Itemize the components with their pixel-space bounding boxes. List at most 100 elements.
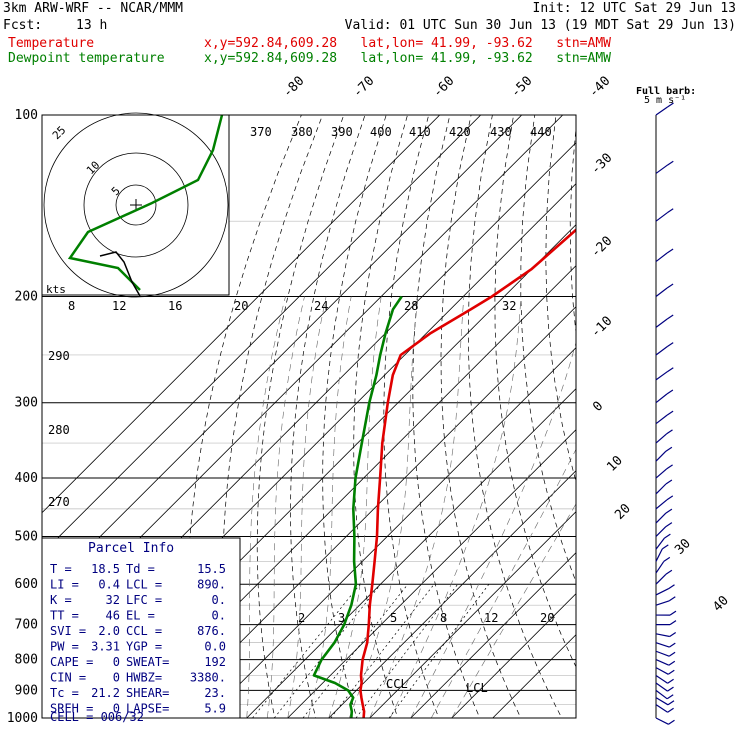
parcel-label: YGP =: [126, 640, 162, 654]
wind-barb: [655, 164, 668, 174]
dry-adiabat: [412, 115, 481, 718]
isotherm: [164, 306, 576, 718]
wind-barb: [655, 548, 663, 562]
pressure-label: 700: [15, 618, 38, 633]
parcel-info-box: [41, 537, 241, 719]
mixing-ratio-label: 3: [338, 611, 345, 625]
wind-barb-flag: [666, 429, 673, 435]
theta-label: 430: [490, 125, 512, 139]
moist-adiabat: [410, 341, 576, 718]
wind-barb: [655, 561, 665, 574]
parcel-label: SREH =: [50, 702, 93, 716]
wind-barb: [655, 650, 670, 657]
wind-barb: [655, 704, 668, 713]
wind-barb: [655, 346, 668, 356]
parcel-label: LFC =: [126, 593, 162, 607]
parcel-cell: CELL = 006/32: [50, 710, 144, 724]
hodograph-ring: [83, 152, 189, 258]
parcel-value: 2.0: [98, 624, 120, 638]
temperature-profile: [359, 228, 576, 718]
wind-barb: [655, 633, 670, 638]
hodograph-ring: [43, 112, 229, 298]
wind-barb-flag: [665, 479, 673, 485]
wind-barb-flag: [664, 533, 671, 539]
parcel-label: K =: [50, 593, 72, 607]
parcel-label: CAPE =: [50, 655, 93, 669]
parcel-value: 0: [113, 702, 120, 716]
dry-adiabat: [353, 115, 408, 718]
wind-barb-flag: [665, 446, 673, 452]
theta-label: 410: [409, 125, 431, 139]
parcel-label: TT =: [50, 609, 79, 623]
mixing-ratio-line: [302, 583, 409, 718]
isotherm-label: -10: [588, 314, 615, 341]
hodograph-trace: [67, 114, 224, 291]
dry-adiabat: [520, 115, 576, 583]
parcel-label: EL =: [126, 609, 155, 623]
hodograph-speed-label: 16: [168, 299, 182, 313]
parcel-label: CCL =: [126, 624, 162, 638]
wind-barb-flag: [666, 694, 674, 700]
wind-barb: [655, 697, 669, 706]
theta-label: 390: [331, 125, 353, 139]
hodograph-speed-label: 24: [314, 299, 328, 313]
parcel-value: 0.0: [204, 640, 226, 654]
dry-adiabat: [467, 115, 563, 718]
dry-adiabat: [662, 115, 740, 731]
isotherm-label: 0: [590, 399, 606, 415]
wind-barb-flag: [668, 651, 676, 657]
wind-barb-flag: [665, 522, 673, 528]
theta-side-label: 280: [48, 423, 70, 437]
moist-adiabat: [307, 296, 352, 718]
moist-adiabat: [246, 296, 286, 718]
parcel-label: PW =: [50, 640, 79, 654]
lcl-label: LCL: [466, 681, 488, 695]
wind-barb: [655, 483, 667, 495]
dewpoint-legend: Dewpoint temperature: [8, 51, 165, 66]
parcel-label: CIN =: [50, 671, 86, 685]
wind-barb-flag: [666, 367, 674, 373]
isotherm-label: -30: [588, 151, 615, 178]
wind-barb-flag: [666, 248, 674, 254]
moist-adiabat: [328, 296, 382, 718]
parcel-value: 0.4: [98, 578, 120, 592]
wind-barb-flag: [666, 464, 673, 470]
wind-barb: [655, 588, 669, 596]
wind-barb-flag: [665, 508, 673, 514]
theta-label: 380: [291, 125, 313, 139]
moist-adiabat: [430, 448, 576, 718]
parcel-value: 5.9: [204, 702, 226, 716]
isotherm-label: -40: [586, 74, 613, 101]
pressure-label: 900: [15, 683, 38, 698]
wind-barb: [655, 499, 668, 510]
parcel-value: 3.31: [91, 640, 120, 654]
ccl-label: CCL: [386, 677, 408, 691]
dry-adiabat: [494, 115, 576, 668]
wind-barb-flag: [669, 620, 677, 626]
dry-adiabat: [256, 115, 345, 718]
wind-barb: [655, 659, 670, 666]
wind-barb-flag: [667, 102, 674, 108]
isotherm: [42, 115, 482, 555]
dry-adiabat: [594, 115, 740, 731]
isotherm-label: -50: [508, 74, 535, 101]
forecast-hour: 13 h: [76, 18, 108, 33]
mixing-ratio-label: 2: [298, 611, 305, 625]
parcel-value: 192: [204, 655, 226, 669]
valid-time: Valid: 01 UTC Sun 30 Jun 13 (19 MDT Sat …: [344, 18, 736, 33]
hodograph-speed-label: 20: [234, 299, 248, 313]
forecast-label: Fcst:: [3, 18, 43, 33]
isotherm: [42, 115, 441, 514]
temperature-legend: Temperature: [8, 36, 95, 51]
isotherm-label: -70: [350, 74, 377, 101]
wind-barb-flag: [667, 669, 675, 675]
dry-adiabat: [683, 115, 740, 731]
theta-label: 420: [449, 125, 471, 139]
isotherm-label: 20: [612, 501, 634, 523]
isotherm: [287, 429, 576, 718]
theta-label: 400: [370, 125, 392, 139]
hodograph-speed-label: 12: [112, 299, 126, 313]
parcel-label: Tc =: [50, 686, 79, 700]
pressure-label: 800: [15, 653, 38, 668]
pressure-label: 100: [15, 108, 38, 123]
